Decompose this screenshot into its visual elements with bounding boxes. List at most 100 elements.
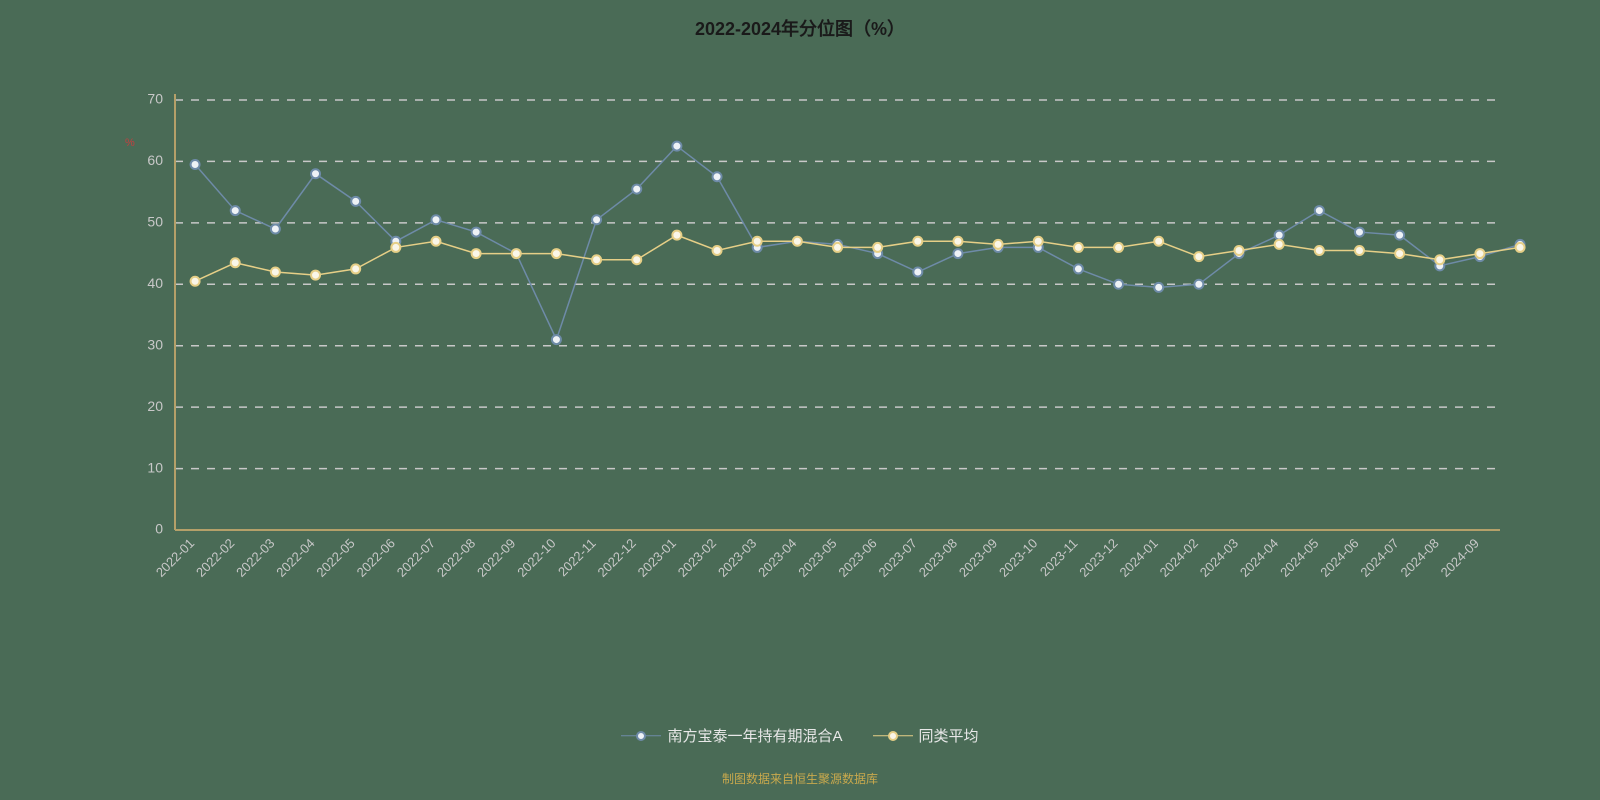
series-marker-0 — [592, 215, 601, 224]
legend-swatch-icon — [873, 729, 913, 743]
series-marker-1 — [1154, 237, 1163, 246]
series-marker-0 — [191, 160, 200, 169]
x-tick-label: 2024-01 — [1116, 536, 1160, 580]
series-marker-1 — [1074, 243, 1083, 252]
series-marker-1 — [311, 271, 320, 280]
series-marker-1 — [1114, 243, 1123, 252]
series-marker-1 — [833, 243, 842, 252]
chart-title: 2022-2024年分位图（%） — [0, 15, 1600, 41]
y-tick-label: 30 — [147, 336, 163, 352]
series-marker-0 — [913, 268, 922, 277]
x-tick-label: 2022-05 — [313, 536, 357, 580]
series-marker-1 — [873, 243, 882, 252]
series-marker-0 — [271, 225, 280, 234]
series-marker-1 — [713, 246, 722, 255]
series-marker-1 — [231, 258, 240, 267]
series-marker-1 — [1194, 252, 1203, 261]
series-marker-1 — [953, 237, 962, 246]
x-tick-label: 2022-12 — [595, 536, 639, 580]
x-tick-label: 2022-03 — [233, 536, 277, 580]
x-tick-label: 2024-03 — [1197, 536, 1241, 580]
y-tick-label: 60 — [147, 152, 163, 168]
x-tick-label: 2022-06 — [354, 536, 398, 580]
series-marker-0 — [231, 206, 240, 215]
x-tick-label: 2022-01 — [153, 536, 197, 580]
x-tick-label: 2024-04 — [1237, 536, 1281, 580]
x-tick-label: 2024-09 — [1438, 536, 1482, 580]
legend-swatch-icon — [621, 729, 661, 743]
y-tick-label: 20 — [147, 398, 163, 414]
x-tick-label: 2023-11 — [1037, 536, 1081, 580]
x-tick-label: 2023-08 — [916, 536, 960, 580]
x-tick-label: 2024-02 — [1157, 536, 1201, 580]
x-tick-label: 2023-09 — [956, 536, 1000, 580]
x-tick-label: 2022-04 — [273, 536, 317, 580]
legend-label: 同类平均 — [919, 725, 979, 746]
x-tick-label: 2022-08 — [434, 536, 478, 580]
legend-label: 南方宝泰一年持有期混合A — [667, 725, 842, 746]
x-tick-label: 2023-07 — [876, 536, 920, 580]
y-tick-label: 40 — [147, 275, 163, 291]
x-tick-label: 2023-10 — [996, 536, 1040, 580]
series-marker-0 — [713, 172, 722, 181]
series-marker-0 — [552, 335, 561, 344]
series-marker-0 — [1315, 206, 1324, 215]
x-tick-label: 2023-03 — [715, 536, 759, 580]
legend: 南方宝泰一年持有期混合A 同类平均 — [0, 725, 1600, 746]
x-tick-label: 2024-07 — [1357, 536, 1401, 580]
series-marker-1 — [1235, 246, 1244, 255]
legend-item-1[interactable]: 同类平均 — [873, 725, 979, 746]
x-tick-label: 2024-05 — [1277, 536, 1321, 580]
series-marker-1 — [592, 255, 601, 264]
series-marker-0 — [1154, 283, 1163, 292]
series-marker-1 — [1435, 255, 1444, 264]
series-marker-1 — [1475, 249, 1484, 258]
x-tick-label: 2023-05 — [795, 536, 839, 580]
series-marker-1 — [472, 249, 481, 258]
series-marker-1 — [431, 237, 440, 246]
series-marker-1 — [1516, 243, 1525, 252]
x-tick-label: 2024-06 — [1317, 536, 1361, 580]
series-marker-1 — [271, 268, 280, 277]
series-marker-0 — [1395, 231, 1404, 240]
series-marker-0 — [672, 142, 681, 151]
series-marker-1 — [913, 237, 922, 246]
series-marker-1 — [512, 249, 521, 258]
series-marker-1 — [672, 231, 681, 240]
series-marker-1 — [1315, 246, 1324, 255]
series-marker-0 — [1114, 280, 1123, 289]
series-marker-1 — [1395, 249, 1404, 258]
series-marker-0 — [1275, 231, 1284, 240]
series-marker-0 — [472, 228, 481, 237]
x-tick-label: 2022-02 — [193, 536, 237, 580]
x-tick-label: 2023-12 — [1076, 536, 1120, 580]
x-tick-label: 2022-09 — [474, 536, 518, 580]
series-marker-1 — [632, 255, 641, 264]
series-marker-0 — [1355, 228, 1364, 237]
series-marker-1 — [351, 264, 360, 273]
series-marker-0 — [351, 197, 360, 206]
series-marker-1 — [1034, 237, 1043, 246]
series-marker-1 — [793, 237, 802, 246]
y-tick-label: 70 — [147, 91, 163, 107]
x-tick-label: 2023-01 — [635, 536, 679, 580]
series-marker-1 — [1355, 246, 1364, 255]
legend-item-0[interactable]: 南方宝泰一年持有期混合A — [621, 725, 842, 746]
x-tick-label: 2023-06 — [835, 536, 879, 580]
series-marker-1 — [552, 249, 561, 258]
series-marker-0 — [1074, 264, 1083, 273]
series-marker-0 — [431, 215, 440, 224]
y-axis-unit: % — [125, 137, 135, 149]
y-tick-label: 0 — [155, 521, 163, 537]
y-tick-label: 50 — [147, 214, 163, 230]
series-marker-1 — [994, 240, 1003, 249]
series-marker-0 — [632, 185, 641, 194]
chart-svg: 0102030405060702022-012022-022022-032022… — [0, 0, 1600, 800]
footer-note: 制图数据来自恒生聚源数据库 — [0, 770, 1600, 787]
series-marker-0 — [311, 169, 320, 178]
series-marker-0 — [953, 249, 962, 258]
series-marker-0 — [1194, 280, 1203, 289]
series-marker-1 — [391, 243, 400, 252]
x-tick-label: 2023-02 — [675, 536, 719, 580]
x-tick-label: 2024-08 — [1398, 536, 1442, 580]
